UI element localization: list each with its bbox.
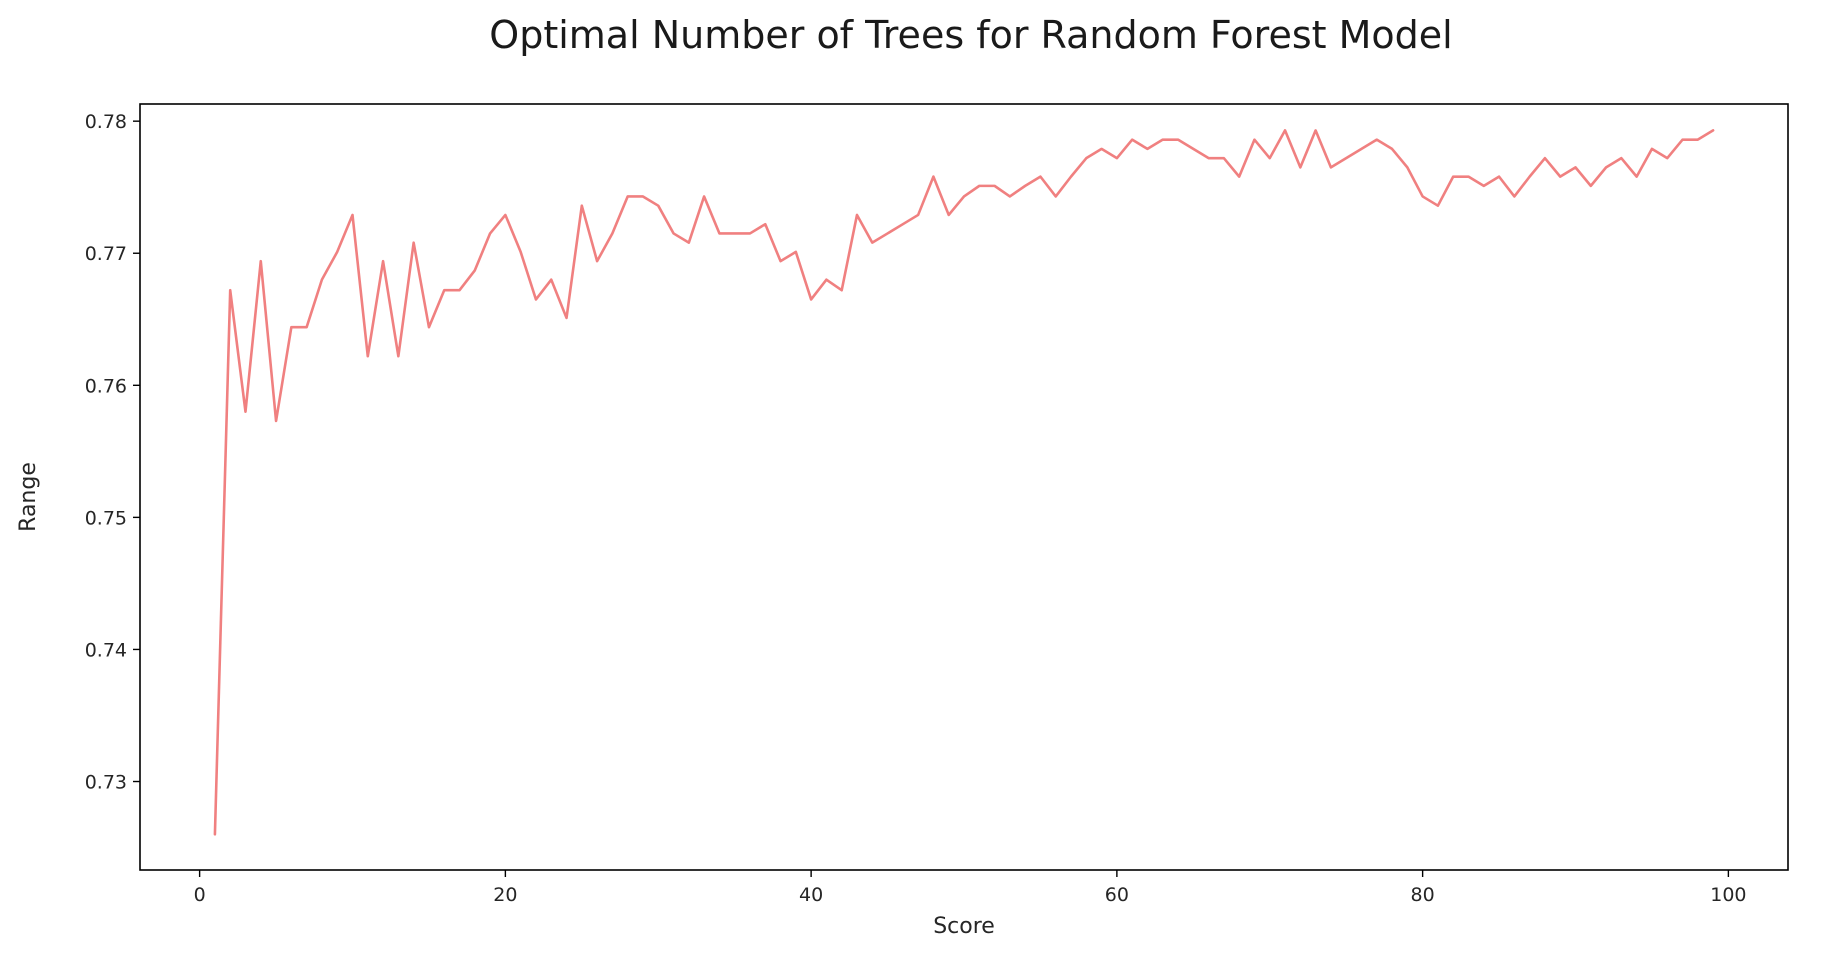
chart-title: Optimal Number of Trees for Random Fores… [489, 13, 1452, 57]
y-tick-label: 0.78 [85, 111, 127, 133]
x-tick-label: 80 [1411, 884, 1435, 906]
y-axis-ticks: 0.73 0.74 0.75 0.76 0.77 0.78 [85, 111, 140, 794]
x-tick-label: 60 [1105, 884, 1129, 906]
series-line [213, 129, 1715, 836]
y-tick-label: 0.74 [85, 639, 127, 661]
y-tick-label: 0.75 [85, 507, 127, 529]
plot-area: 0 20 40 60 80 100 0.73 0.74 0.75 0.76 0.77 0.78 [85, 103, 1789, 906]
x-tick-label: 20 [493, 884, 517, 906]
y-axis-label: Range [16, 462, 41, 532]
x-tick-label: 100 [1710, 884, 1746, 906]
x-axis-label: Score [933, 914, 995, 939]
x-tick-label: 0 [194, 884, 206, 906]
y-tick-label: 0.73 [85, 772, 127, 794]
y-tick-label: 0.77 [85, 243, 127, 265]
series-layer [213, 129, 1715, 836]
plot-frame [139, 103, 1789, 871]
x-tick-label: 40 [799, 884, 823, 906]
y-tick-label: 0.76 [85, 375, 127, 397]
x-axis-ticks: 0 20 40 60 80 100 [194, 870, 1747, 906]
